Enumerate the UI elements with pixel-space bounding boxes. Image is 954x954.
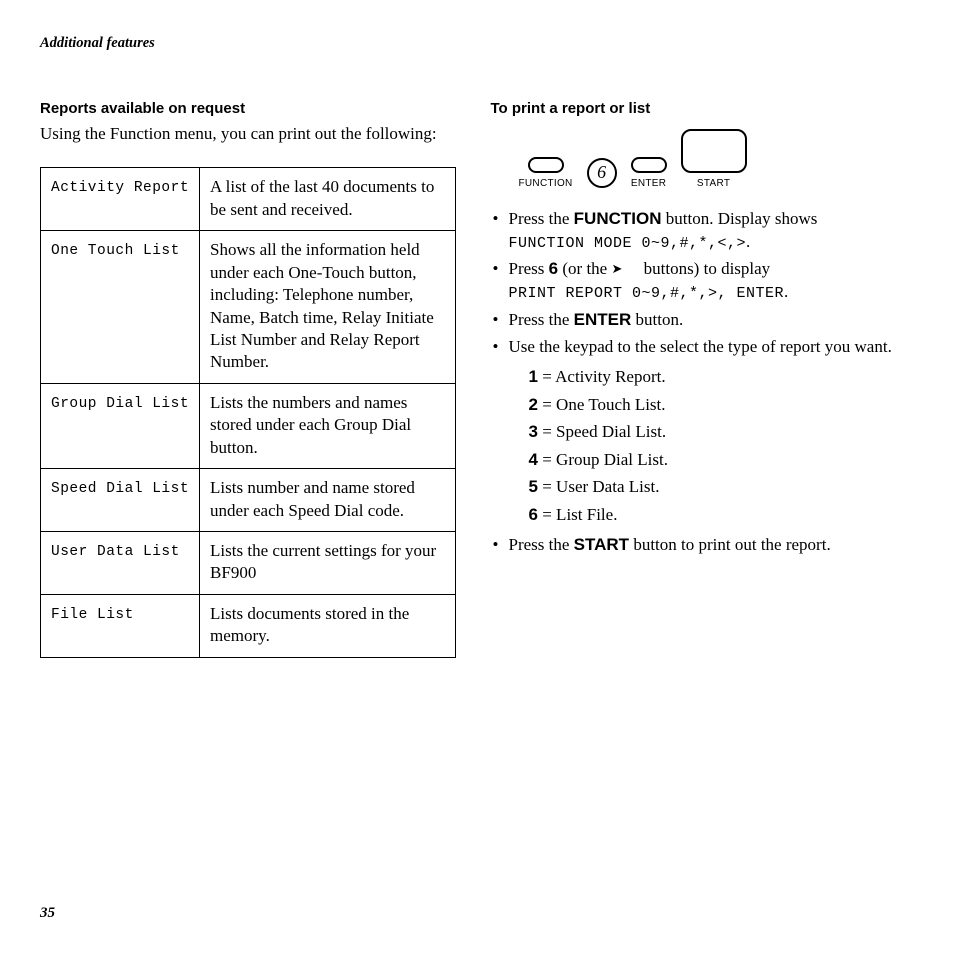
left-column: Reports available on request Using the F… <box>40 99 456 658</box>
report-label: User Data List <box>41 532 200 595</box>
left-heading: Reports available on request <box>40 99 456 119</box>
step-item: Press the START button to print out the … <box>491 534 907 556</box>
enter-button-diagram: ENTER <box>631 157 667 190</box>
table-row: One Touch List Shows all the information… <box>41 231 456 384</box>
start-button-label: START <box>697 177 730 190</box>
step-text: Press <box>509 259 549 278</box>
display-text: FUNCTION MODE 0~9,#,*,<,> <box>509 235 747 252</box>
report-label: Activity Report <box>41 168 200 231</box>
num-bold: 4 <box>529 450 538 469</box>
step-item: Press the ENTER button. <box>491 309 907 331</box>
step-text: button. <box>631 310 683 329</box>
digit-circle-icon: 6 <box>587 158 617 188</box>
list-item: 2 = One Touch List. <box>529 394 907 416</box>
step-text: (or the <box>558 259 611 278</box>
report-label: Speed Dial List <box>41 469 200 532</box>
report-desc: Lists the numbers and names stored under… <box>200 383 455 468</box>
step-item: Use the keypad to the select the type of… <box>491 336 907 526</box>
step-text: Press the <box>509 535 574 554</box>
digit-button-diagram: 6 <box>587 158 617 188</box>
step-item: Press the FUNCTION button. Display shows… <box>491 208 907 253</box>
report-desc: Shows all the information held under eac… <box>200 231 455 384</box>
button-diagram: FUNCTION 6 ENTER START <box>519 129 907 190</box>
list-text: = One Touch List. <box>538 395 666 414</box>
list-text: = List File. <box>538 505 617 524</box>
num-bold: 3 <box>529 422 538 441</box>
table-row: User Data List Lists the current setting… <box>41 532 456 595</box>
num-bold: 2 <box>529 395 538 414</box>
steps-list: Press the FUNCTION button. Display shows… <box>491 208 907 556</box>
list-text: = Group Dial List. <box>538 450 668 469</box>
report-label: One Touch List <box>41 231 200 384</box>
step-text: Use the keypad to the select the type of… <box>509 337 892 356</box>
table-row: File List Lists documents stored in the … <box>41 594 456 657</box>
table-row: Group Dial List Lists the numbers and na… <box>41 383 456 468</box>
left-intro: Using the Function menu, you can print o… <box>40 123 456 145</box>
function-button-icon <box>528 157 564 173</box>
step-text: button. Display shows <box>662 209 818 228</box>
start-button-icon <box>681 129 747 173</box>
start-bold: START <box>574 535 629 554</box>
start-button-diagram: START <box>681 129 747 190</box>
report-desc: Lists number and name stored under each … <box>200 469 455 532</box>
num-bold: 5 <box>529 477 538 496</box>
step-text: Press the <box>509 310 574 329</box>
report-number-list: 1 = Activity Report. 2 = One Touch List.… <box>529 366 907 526</box>
step-text: Press the <box>509 209 574 228</box>
report-label: Group Dial List <box>41 383 200 468</box>
table-row: Speed Dial List Lists number and name st… <box>41 469 456 532</box>
enter-button-icon <box>631 157 667 173</box>
list-text: = Speed Dial List. <box>538 422 666 441</box>
report-label: File List <box>41 594 200 657</box>
right-heading: To print a report or list <box>491 99 907 119</box>
step-item: Press 6 (or the ➤ buttons) to display PR… <box>491 258 907 303</box>
display-text: PRINT REPORT 0~9,#,*,>, ENTER <box>509 285 785 302</box>
content-columns: Reports available on request Using the F… <box>40 99 906 658</box>
step-text: . <box>746 232 750 251</box>
num-bold: 6 <box>529 505 538 524</box>
step-text: button to print out the report. <box>629 535 831 554</box>
report-desc: A list of the last 40 documents to be se… <box>200 168 455 231</box>
function-button-diagram: FUNCTION <box>519 157 573 190</box>
report-desc: Lists documents stored in the memory. <box>200 594 455 657</box>
reports-table: Activity Report A list of the last 40 do… <box>40 167 456 657</box>
list-item: 6 = List File. <box>529 504 907 526</box>
list-item: 4 = Group Dial List. <box>529 449 907 471</box>
function-bold: FUNCTION <box>574 209 662 228</box>
enter-button-label: ENTER <box>631 177 666 190</box>
report-desc: Lists the current settings for your BF90… <box>200 532 455 595</box>
step-text: . <box>784 282 788 301</box>
step-text: buttons) to display <box>639 259 770 278</box>
list-item: 3 = Speed Dial List. <box>529 421 907 443</box>
list-item: 1 = Activity Report. <box>529 366 907 388</box>
page-number: 35 <box>40 904 55 924</box>
section-header: Additional features <box>40 34 906 53</box>
list-text: = User Data List. <box>538 477 659 496</box>
list-item: 5 = User Data List. <box>529 476 907 498</box>
right-column: To print a report or list FUNCTION 6 ENT… <box>491 99 907 658</box>
function-button-label: FUNCTION <box>519 177 573 190</box>
digit-bold: 6 <box>549 259 558 278</box>
list-text: = Activity Report. <box>538 367 666 386</box>
num-bold: 1 <box>529 367 538 386</box>
arrow-icon: ➤ <box>611 260 622 277</box>
table-row: Activity Report A list of the last 40 do… <box>41 168 456 231</box>
enter-bold: ENTER <box>574 310 632 329</box>
